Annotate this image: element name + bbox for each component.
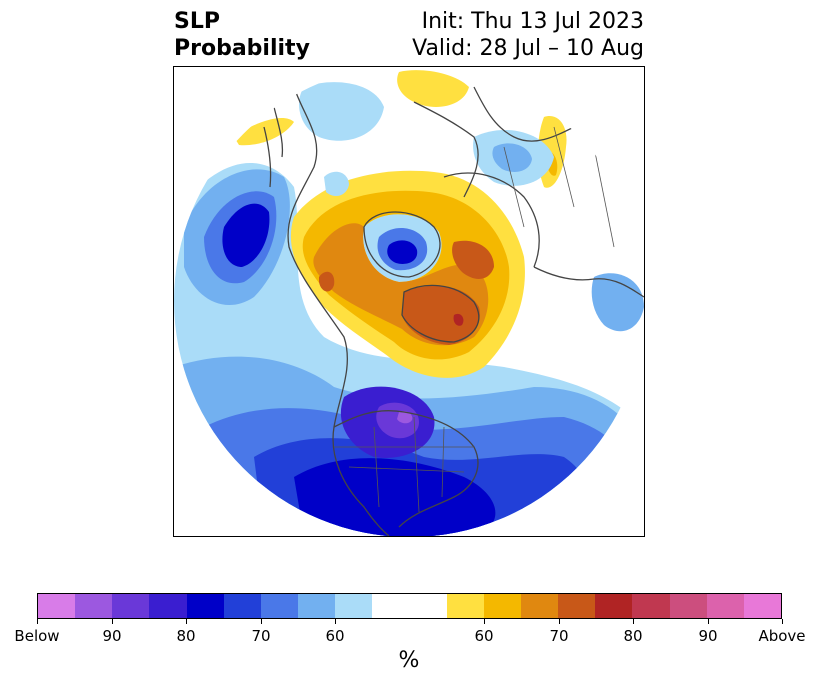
- colorbar-tick-label: 80: [623, 627, 643, 645]
- colorbar-segment: [669, 594, 707, 618]
- colorbar-segment: [223, 594, 261, 618]
- colorbar-tick-label: Below: [14, 627, 60, 645]
- colorbar-tick: [558, 619, 560, 624]
- title-variable: SLP: [174, 9, 220, 34]
- colorbar-segment: [743, 594, 782, 618]
- colorbar-tick: [111, 619, 113, 624]
- colorbar-tick: [334, 619, 336, 624]
- colorbar-segment: [558, 594, 596, 618]
- title-left: SLP Probability: [174, 8, 310, 62]
- title-right: Init: Thu 13 Jul 2023 Valid: 28 Jul – 10…: [412, 8, 644, 62]
- colorbar-tick: [185, 619, 187, 624]
- colorbar-segment: [260, 594, 299, 618]
- colorbar-tick-label: 70: [549, 627, 569, 645]
- title-product: Probability: [174, 36, 310, 61]
- colorbar-tick: [260, 619, 262, 624]
- colorbar-tick-label: 70: [251, 627, 271, 645]
- colorbar-tick-label: 90: [102, 627, 122, 645]
- colorbar-tick: [483, 619, 485, 624]
- probability-field: [174, 67, 644, 536]
- colorbar-tick: [36, 619, 38, 624]
- borders: [334, 126, 615, 513]
- colorbar-segment: [706, 594, 744, 618]
- init-date: Init: Thu 13 Jul 2023: [421, 9, 644, 34]
- colorbar-segment: [335, 594, 373, 618]
- colorbar-segment: [632, 594, 670, 618]
- colorbar-unit-label: %: [398, 648, 420, 673]
- colorbar-segment: [75, 594, 113, 618]
- colorbar-segment: [521, 594, 559, 618]
- colorbar-segment: [38, 594, 76, 618]
- colorbar-segment: [372, 594, 447, 618]
- colorbar-segment: [483, 594, 522, 618]
- colorbar-segment: [595, 594, 633, 618]
- colorbar-tick-label: Above: [758, 627, 806, 645]
- colorbar: [37, 593, 782, 619]
- colorbar-tick-label: 60: [325, 627, 345, 645]
- colorbar-segment: [112, 594, 150, 618]
- colorbar-tick: [781, 619, 783, 624]
- map-panel: [173, 66, 645, 537]
- colorbar-segment: [446, 594, 484, 618]
- colorbar-tick: [632, 619, 634, 624]
- colorbar-segment: [186, 594, 224, 618]
- colorbar-segment: [298, 594, 336, 618]
- colorbar-tick-label: 80: [176, 627, 196, 645]
- colorbar-tick-label: 90: [698, 627, 718, 645]
- colorbar-tick-label: 60: [474, 627, 494, 645]
- colorbar-tick: [707, 619, 709, 624]
- polar-map: [174, 67, 644, 536]
- valid-range: Valid: 28 Jul – 10 Aug: [412, 36, 644, 61]
- colorbar-segment: [149, 594, 187, 618]
